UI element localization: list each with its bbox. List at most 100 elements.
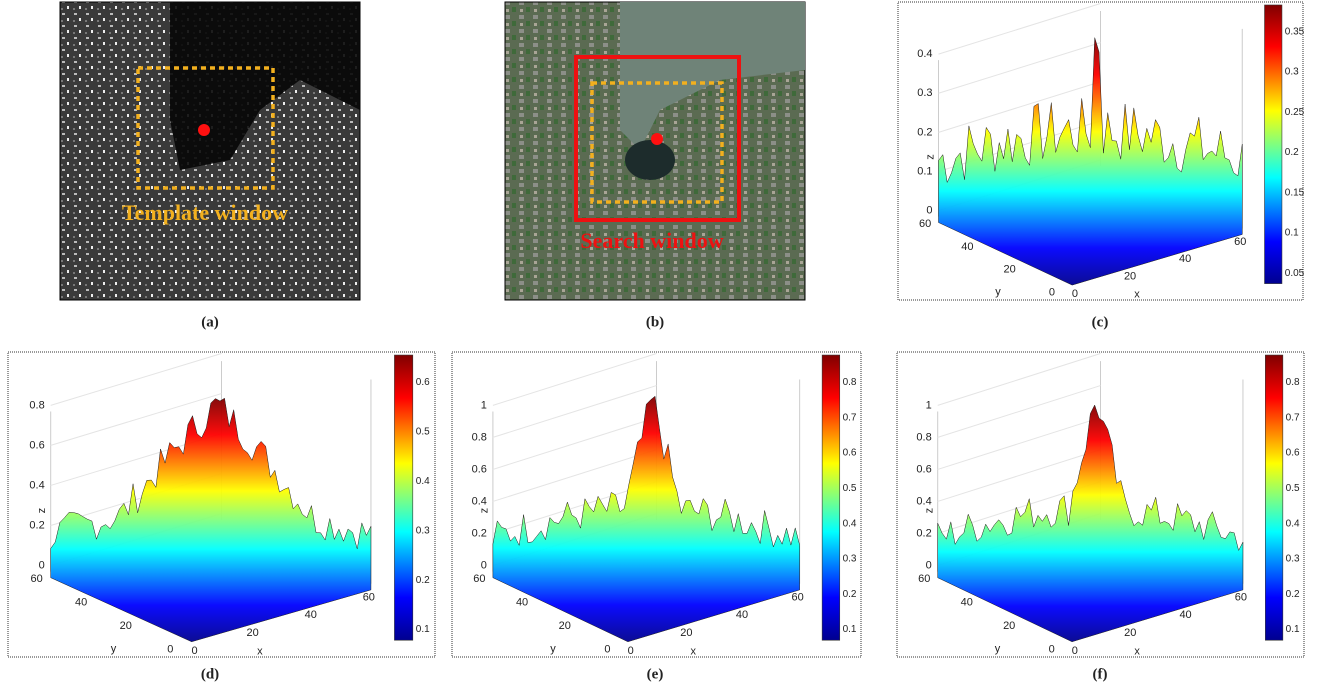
y-axis-label: y: [111, 643, 117, 655]
y-tick-label: 20: [1003, 620, 1015, 632]
colorbar-tick-label: 0.6: [843, 448, 857, 459]
z-tick-label: 0.3: [917, 87, 932, 99]
x-tick-label: 20: [1124, 271, 1136, 283]
y-tick-label: 0: [604, 643, 610, 655]
x-axis-label: x: [1134, 288, 1140, 300]
x-axis-label: x: [257, 645, 263, 657]
caption: (b): [646, 314, 664, 330]
colorbar-tick-label: 0.3: [1286, 554, 1300, 565]
x-tick-label: 0: [1072, 288, 1078, 300]
colorbar-tick-label: 0.3: [1285, 67, 1299, 78]
z-tick-label: 0.6: [29, 439, 44, 451]
y-tick-label: 40: [961, 597, 973, 609]
panel-a: Template window (a): [60, 2, 360, 330]
z-tick-label: 0.8: [29, 399, 44, 411]
z-tick-label: 0.6: [472, 463, 487, 475]
caption: (d): [201, 666, 219, 682]
x-tick-label: 40: [736, 609, 748, 621]
figure: Template window (a) Search window (b) 00…: [0, 0, 1319, 695]
colorbar-tick-label: 0.4: [843, 518, 857, 529]
y-tick-label: 60: [918, 573, 930, 585]
surface-panel: 0 0.2 0.4 0.6 0.8 0 20 40 60 0 20 40 60 x y z 0.1 0.2 0.3 0…: [8, 352, 435, 682]
z-tick-label: 0.8: [916, 431, 931, 443]
z-tick-label: 0: [39, 559, 45, 571]
colorbar-tick-label: 0.2: [843, 589, 857, 600]
colorbar-tick-label: 0.7: [1286, 412, 1300, 423]
y-tick-label: 0: [167, 643, 173, 655]
z-tick-label: 0.4: [917, 48, 932, 60]
x-axis-label: x: [1134, 645, 1140, 657]
colorbar: [1265, 355, 1283, 640]
x-tick-label: 20: [247, 627, 259, 639]
y-tick-label: 20: [1004, 264, 1016, 276]
x-tick-label: 60: [363, 591, 375, 603]
annotation: Search window: [580, 228, 723, 253]
x-tick-label: 40: [1179, 253, 1191, 265]
z-tick-label: 0: [481, 559, 487, 571]
x-axis-label: x: [691, 645, 697, 657]
z-tick-label: 0: [926, 559, 932, 571]
z-tick-label: 0.8: [472, 431, 487, 443]
caption: (c): [1092, 314, 1109, 330]
colorbar-tick-label: 0.2: [1285, 147, 1299, 158]
z-tick-label: 0.1: [917, 165, 932, 177]
surface-panel: 00.20.40.60.8102040600204060xyz0.10.20.3…: [897, 352, 1304, 682]
z-tick-label: 0.6: [916, 463, 931, 475]
panel-b: Search window (b): [505, 2, 805, 330]
colorbar-tick-label: 0.2: [1286, 589, 1300, 600]
colorbar-tick-label: 0.5: [843, 483, 857, 494]
x-tick-label: 0: [1072, 645, 1078, 657]
x-tick-label: 60: [791, 591, 803, 603]
colorbar-tick-label: 0.8: [843, 377, 857, 388]
y-tick-label: 60: [919, 218, 931, 230]
z-axis-label: z: [924, 154, 936, 160]
y-axis-label: y: [550, 643, 556, 655]
colorbar-tick-label: 0.3: [843, 554, 857, 565]
z-tick-label: 0.2: [916, 527, 931, 539]
x-tick-label: 40: [1179, 609, 1191, 621]
colorbar-tick-label: 0.2: [416, 575, 430, 586]
caption: (e): [647, 666, 664, 682]
annotation: Template window: [122, 200, 288, 225]
colorbar: [1265, 5, 1282, 284]
y-tick-label: 60: [473, 573, 485, 585]
y-tick-label: 20: [120, 620, 132, 632]
y-tick-label: 0: [1049, 286, 1055, 298]
x-tick-label: 0: [192, 645, 198, 657]
colorbar-tick-label: 0.1: [1286, 624, 1300, 635]
x-tick-label: 20: [680, 627, 692, 639]
caption: (f): [1093, 666, 1108, 682]
colorbar-tick-label: 0.15: [1285, 187, 1305, 198]
y-axis-label: y: [995, 286, 1001, 298]
colorbar-tick-label: 0.8: [1286, 377, 1300, 388]
z-tick-label: 1: [926, 399, 932, 411]
colorbar-tick-label: 0.4: [416, 476, 430, 487]
caption: (a): [201, 314, 219, 330]
colorbar-tick-label: 0.7: [843, 412, 857, 423]
colorbar-tick-label: 0.5: [1286, 483, 1300, 494]
colorbar: [394, 355, 412, 640]
colorbar: [822, 355, 840, 640]
y-tick-label: 60: [30, 573, 42, 585]
z-axis-label: z: [36, 508, 48, 513]
colorbar-tick-label: 0.1: [843, 624, 857, 635]
z-tick-label: 0.2: [29, 519, 44, 531]
z-axis-label: z: [923, 508, 935, 513]
z-tick-label: 0.4: [916, 495, 931, 507]
y-tick-label: 40: [75, 597, 87, 609]
y-tick-label: 40: [516, 597, 528, 609]
z-tick-label: 0.4: [472, 495, 487, 507]
colorbar-tick-label: 0.5: [416, 427, 430, 438]
center-point: [198, 124, 210, 136]
colorbar-tick-label: 0.35: [1285, 26, 1305, 37]
colorbar-tick-label: 0.6: [1286, 448, 1300, 459]
z-tick-label: 0.2: [472, 527, 487, 539]
colorbar-tick-label: 0.3: [416, 525, 430, 536]
x-tick-label: 40: [305, 609, 317, 621]
colorbar-tick-label: 0.05: [1285, 268, 1305, 279]
colorbar-tick-label: 0.4: [1286, 518, 1300, 529]
lake: [625, 140, 675, 180]
y-tick-label: 20: [559, 620, 571, 632]
colorbar-tick-label: 0.1: [416, 624, 430, 635]
x-tick-label: 20: [1124, 627, 1136, 639]
